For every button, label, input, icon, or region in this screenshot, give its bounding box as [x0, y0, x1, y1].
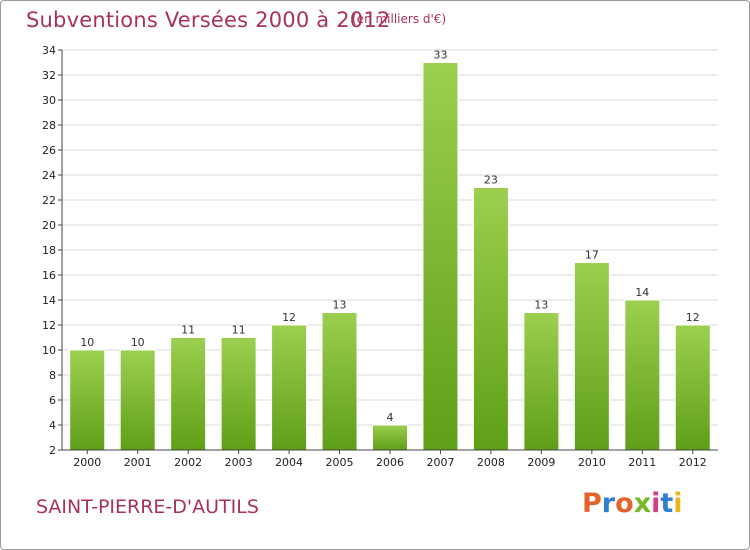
x-tick-label-2001: 2001: [124, 456, 152, 469]
commune-name: SAINT-PIERRE-D'AUTILS: [36, 496, 259, 518]
logo-letter: x: [633, 488, 652, 519]
value-label-2004: 12: [282, 311, 296, 324]
bar-2000: [69, 349, 106, 451]
y-tick-label: 2: [49, 444, 56, 457]
y-tick-label: 10: [42, 344, 56, 357]
value-label-2001: 10: [131, 336, 145, 349]
value-label-2005: 13: [333, 299, 347, 312]
bar-2003: [220, 337, 257, 451]
labels: 2468101214161820222426283032341020001020…: [42, 44, 707, 469]
value-label-2012: 12: [686, 311, 700, 324]
y-tick-label: 6: [49, 394, 56, 407]
value-label-2007: 33: [433, 49, 447, 62]
y-tick-label: 28: [42, 119, 56, 132]
chart-title: Subventions Versées 2000 à 2012: [26, 8, 391, 32]
bar-2004: [271, 324, 308, 451]
bar-2011: [624, 299, 661, 451]
bar-2008: [472, 187, 509, 451]
x-tick-label-2007: 2007: [426, 456, 454, 469]
value-label-2009: 13: [534, 299, 548, 312]
y-tick-label: 14: [42, 294, 56, 307]
chart-subtitle: (en milliers d'€): [352, 12, 447, 26]
value-label-2010: 17: [585, 249, 599, 262]
x-tick-label-2002: 2002: [174, 456, 202, 469]
x-tick-label-2005: 2005: [326, 456, 354, 469]
bars: [69, 62, 711, 451]
y-tick-label: 4: [49, 419, 56, 432]
y-tick-label: 12: [42, 319, 56, 332]
logo-letter: t: [660, 488, 674, 519]
x-tick-label-2010: 2010: [578, 456, 606, 469]
bar-2002: [170, 337, 207, 451]
x-tick-label-2006: 2006: [376, 456, 404, 469]
value-label-2008: 23: [484, 174, 498, 187]
y-tick-label: 8: [49, 369, 56, 382]
value-label-2003: 11: [232, 324, 246, 337]
bar-2001: [119, 349, 156, 451]
y-tick-label: 34: [42, 44, 56, 57]
y-tick-label: 24: [42, 169, 56, 182]
logo-letter: P: [582, 488, 602, 519]
x-tick-label-2008: 2008: [477, 456, 505, 469]
proxiti-logo[interactable]: Proxiti: [582, 488, 683, 519]
bar-2007: [422, 62, 459, 451]
logo-letter: i: [673, 488, 683, 519]
value-label-2006: 4: [387, 411, 394, 424]
bar-2009: [523, 312, 560, 451]
x-tick-label-2012: 2012: [679, 456, 707, 469]
x-tick-label-2011: 2011: [628, 456, 656, 469]
x-tick-label-2004: 2004: [275, 456, 303, 469]
bar-2005: [321, 312, 358, 451]
y-tick-label: 16: [42, 269, 56, 282]
x-tick-label-2003: 2003: [225, 456, 253, 469]
x-tick-label-2009: 2009: [527, 456, 555, 469]
y-tick-label: 20: [42, 219, 56, 232]
value-label-2002: 11: [181, 324, 195, 337]
grid-lines: [62, 49, 718, 451]
axes: [58, 49, 718, 454]
logo-letter: o: [615, 488, 634, 519]
y-tick-label: 18: [42, 244, 56, 257]
y-tick-label: 32: [42, 69, 56, 82]
y-tick-label: 22: [42, 194, 56, 207]
logo-letter: i: [651, 488, 661, 519]
y-tick-label: 26: [42, 144, 56, 157]
value-label-2011: 14: [635, 286, 649, 299]
bar-2006: [372, 424, 408, 451]
bar-2010: [573, 262, 610, 451]
y-tick-label: 30: [42, 94, 56, 107]
x-tick-label-2000: 2000: [73, 456, 101, 469]
value-label-2000: 10: [80, 336, 94, 349]
logo-letter: r: [601, 488, 616, 519]
bar-2012: [674, 324, 711, 451]
